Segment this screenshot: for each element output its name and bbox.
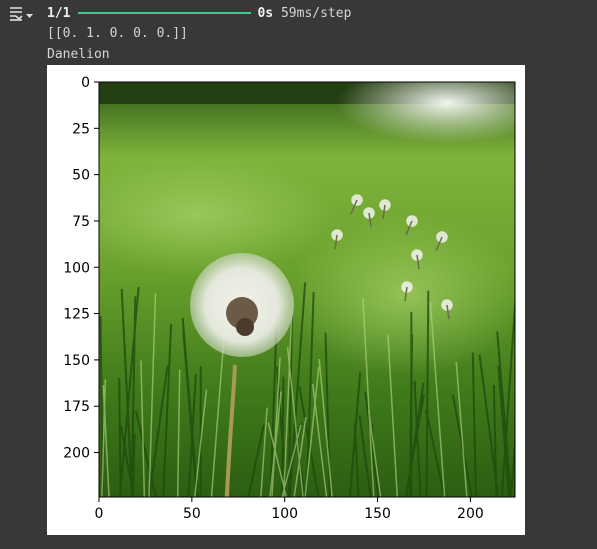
grass-blade	[318, 358, 333, 497]
grass-blade	[429, 302, 446, 497]
y-tick-label: 50	[72, 168, 90, 184]
x-tick-label: 100	[271, 506, 298, 522]
grass-blade	[288, 282, 307, 497]
grass-blade	[280, 376, 285, 497]
progress-count: 1/1	[47, 6, 71, 21]
grass-blade	[181, 318, 199, 497]
grass-blade	[324, 332, 331, 497]
plot-svg: 0 50 100 150 200 0 25 50 75 100 125 150 175 200	[63, 75, 516, 522]
y-tick-label: 100	[63, 260, 90, 276]
grass-blade	[367, 409, 382, 497]
grass-blade	[311, 384, 328, 497]
grass-blade	[118, 286, 140, 497]
progress-line: 1/1 0s 59ms/step	[47, 5, 351, 23]
grass-blade	[509, 433, 515, 497]
grass-blade	[293, 416, 307, 497]
grass-blade	[413, 380, 422, 497]
grass-blade	[353, 423, 360, 497]
y-tick-label: 0	[81, 75, 90, 91]
grass-blade	[101, 379, 107, 497]
grass-blade	[425, 290, 430, 497]
predicted-label: Danelion	[47, 47, 110, 62]
grass-blade	[496, 331, 513, 497]
x-tick-label: 200	[457, 506, 484, 522]
y-tick-label: 175	[63, 399, 90, 415]
grass-blade	[364, 391, 380, 497]
grass-blade	[387, 334, 399, 497]
grass-blade	[247, 424, 265, 497]
y-tick-label: 125	[63, 307, 90, 323]
grass-blade	[102, 385, 110, 497]
x-axis: 0 50 100 150 200	[95, 497, 484, 522]
y-tick-label: 200	[63, 446, 90, 462]
y-axis: 0 25 50 75 100 125 150 175 200	[63, 75, 99, 462]
grass-blade	[148, 365, 169, 497]
seed-stalk	[405, 220, 413, 236]
seed-stalk	[368, 212, 372, 228]
grass-blade	[500, 292, 515, 497]
progress-bar	[78, 11, 252, 14]
grass-blade	[478, 354, 500, 497]
grass-blade	[140, 360, 146, 497]
seed-stalk	[416, 254, 420, 270]
prediction-array: [[0. 1. 0. 0. 0.]]	[47, 26, 188, 41]
grass-blade	[298, 386, 320, 497]
grass-blade	[118, 377, 122, 497]
grass-blade	[271, 357, 281, 497]
grass-blade	[162, 323, 173, 497]
grass-blade	[304, 366, 320, 497]
grass-blade	[119, 425, 135, 497]
seed-stalk	[404, 286, 408, 302]
y-tick-label: 150	[63, 353, 90, 369]
grass-blade	[176, 369, 181, 497]
grass-blade	[148, 293, 157, 497]
y-tick-label: 75	[72, 214, 90, 230]
output-toggle-icon[interactable]	[7, 5, 33, 27]
grass-blade	[405, 382, 425, 497]
x-tick-label: 50	[183, 506, 201, 522]
plot-figure: 0 50 100 150 200 0 25 50 75 100 125 150 175 200	[47, 65, 525, 535]
seed-stalk	[446, 304, 450, 320]
y-tick-label: 25	[72, 121, 90, 137]
seed-stalk	[435, 236, 443, 252]
grass-blade	[120, 288, 134, 497]
x-tick-label: 150	[364, 506, 391, 522]
seed-stalk	[350, 199, 358, 215]
grass-blade	[358, 415, 372, 497]
grass-blade	[134, 410, 157, 497]
time-per-step: 59ms/step	[280, 6, 352, 21]
x-tick-label: 0	[95, 506, 104, 522]
grass-blade	[471, 352, 477, 497]
seed-stalk	[334, 234, 338, 250]
grass-blade	[260, 407, 268, 497]
time-total: 0s	[257, 6, 274, 21]
grass-blade	[187, 373, 197, 497]
grass-blade	[455, 361, 468, 497]
seed-stalk	[382, 204, 386, 220]
grass-blade	[269, 328, 278, 497]
plot-image	[99, 82, 515, 497]
grass-blade	[194, 389, 208, 497]
grass-blade	[497, 365, 511, 497]
grass-blade	[362, 297, 375, 497]
